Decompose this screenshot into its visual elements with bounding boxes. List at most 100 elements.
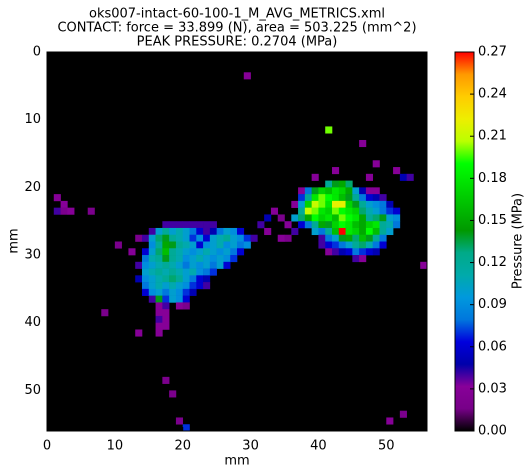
heat-cell — [318, 207, 326, 215]
heat-cell — [155, 302, 163, 310]
heat-cell — [332, 207, 340, 215]
heat-cell — [162, 275, 170, 283]
heat-cell — [318, 221, 326, 229]
heat-cell — [196, 282, 204, 290]
heat-cell — [304, 194, 312, 202]
heat-cell — [203, 248, 211, 256]
heat-cell — [189, 261, 197, 269]
colorbar-tick-label: 0.21 — [478, 129, 507, 144]
heat-cell — [169, 234, 177, 242]
heat-cell — [162, 295, 170, 303]
heat-cell — [365, 187, 374, 195]
heat-cell — [142, 268, 150, 276]
heat-cell — [359, 139, 367, 148]
heat-cell — [237, 227, 245, 236]
chart-title: oks007-intact-60-100-1_M_AVG_METRICS.xml — [89, 7, 385, 22]
heat-cell — [128, 248, 136, 256]
heat-cell — [352, 234, 360, 242]
heat-cell — [399, 410, 407, 418]
heat-cell — [379, 227, 387, 236]
heat-cell — [230, 255, 238, 263]
heat-cell — [189, 275, 197, 283]
heat-cell — [304, 214, 312, 222]
heat-cell — [325, 227, 333, 236]
heat-cell — [237, 241, 245, 249]
heat-cell — [230, 227, 238, 236]
heat-cell — [338, 221, 346, 229]
heat-cell — [332, 180, 340, 188]
heat-cell — [155, 255, 163, 263]
heat-cell — [352, 227, 360, 236]
heat-cell — [223, 234, 231, 242]
heat-cell — [298, 200, 306, 208]
heat-cell — [135, 275, 143, 283]
heat-cell — [345, 241, 353, 249]
heat-cell — [372, 227, 380, 236]
heat-cell — [196, 227, 204, 236]
heat-cell — [53, 194, 61, 202]
heat-cell — [345, 194, 353, 202]
heat-cell — [311, 200, 319, 208]
heat-cell — [379, 207, 387, 215]
heat-cell — [325, 126, 333, 134]
heat-cell — [203, 234, 211, 242]
heat-cell — [169, 227, 177, 236]
heat-cell — [196, 268, 204, 276]
heat-cell — [148, 268, 156, 276]
heat-cell — [277, 214, 285, 222]
heat-cell — [162, 322, 170, 330]
heat-cell — [203, 282, 211, 290]
heat-cell — [189, 241, 197, 249]
heat-cell — [372, 160, 380, 168]
heat-cell — [311, 207, 319, 215]
heat-cell — [386, 200, 394, 208]
heat-cell — [298, 214, 306, 222]
heat-cell — [359, 221, 367, 229]
heat-cell — [209, 221, 217, 229]
heat-cell — [359, 200, 367, 208]
heat-cell — [359, 214, 367, 222]
heat-cell — [352, 207, 360, 215]
heat-cell — [142, 261, 150, 269]
heat-cell — [196, 261, 204, 269]
heat-cell — [311, 227, 319, 236]
y-tick-label: 50 — [24, 383, 41, 398]
heat-cell — [162, 255, 170, 263]
heat-cell — [216, 255, 224, 263]
heat-cell — [148, 248, 156, 256]
heat-cell — [304, 207, 312, 215]
heat-cell — [175, 268, 184, 276]
heat-cell — [325, 207, 333, 215]
y-tick-label: 30 — [24, 248, 41, 263]
heat-cell — [338, 200, 346, 208]
heat-cell — [162, 268, 170, 276]
heat-cell — [189, 288, 197, 296]
heat-cell — [318, 187, 326, 195]
heat-cell — [162, 248, 170, 256]
y-tick-label: 10 — [24, 112, 41, 127]
heat-cell — [216, 234, 224, 242]
heat-cell — [379, 234, 387, 242]
heat-cell — [365, 194, 374, 202]
heat-cell — [345, 234, 353, 242]
heat-cell — [332, 187, 340, 195]
heat-cell — [345, 207, 353, 215]
heat-cell — [148, 295, 156, 303]
heat-cell — [216, 227, 224, 236]
heat-cell — [155, 282, 163, 290]
heat-cell — [352, 248, 360, 256]
heat-cell — [162, 261, 170, 269]
heat-cell — [162, 309, 170, 317]
heat-cell — [332, 214, 340, 222]
heat-cell — [365, 173, 374, 181]
heat-cell — [162, 221, 170, 229]
heat-cell — [223, 255, 231, 263]
heat-cell — [182, 282, 190, 290]
heat-cell — [332, 200, 340, 208]
colorbar-tick-label: 0.09 — [478, 297, 507, 312]
colorbar-tick-label: 0.03 — [478, 381, 507, 396]
heat-cell — [291, 214, 299, 222]
heat-cell — [365, 221, 374, 229]
heat-cell — [101, 309, 109, 317]
y-axis-label: mm — [7, 228, 22, 253]
